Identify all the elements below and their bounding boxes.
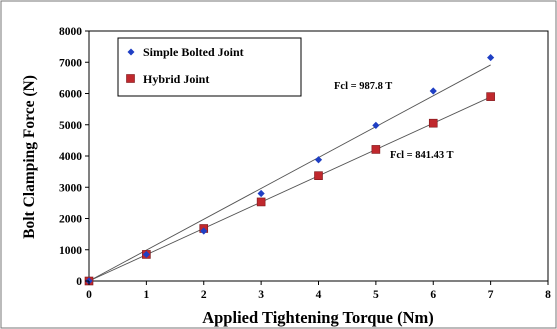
y-tick-label: 5000 [59, 120, 82, 132]
y-tick-label: 8000 [59, 26, 82, 38]
x-axis-ticks: 0 1 2 3 4 5 6 7 8 [86, 281, 551, 301]
data-point-simple-bolted-joint [487, 53, 495, 62]
fit-label-hybrid-joint: Fcl = 841.43 T [390, 150, 454, 161]
legend-box [117, 37, 302, 97]
fit-line-simple-bolted-joint [88, 64, 491, 282]
data-point-simple-bolted-joint [200, 227, 208, 235]
y-tick-label: 0 [76, 276, 82, 288]
x-axis-title: Applied Tightening Torque (Nm) [202, 308, 434, 327]
legend: Simple Bolted Joint Hybrid Joint [117, 37, 302, 97]
legend-label-simple-bolted-joint: Simple Bolted Joint [143, 45, 244, 59]
data-markers [84, 53, 495, 286]
y-tick-label: 4000 [59, 151, 82, 163]
legend-marker-hybrid-joint [126, 74, 135, 83]
legend-label-hybrid-joint: Hybrid Joint [143, 72, 209, 86]
x-tick-label: 8 [545, 289, 551, 301]
data-point-hybrid-joint [256, 197, 266, 207]
y-axis-title: Bolt Clamping Force (N) [21, 75, 38, 239]
data-point-simple-bolted-joint [429, 87, 437, 95]
y-axis-ticks: 0 1000 2000 3000 4000 5000 6000 7000 8000 [59, 26, 89, 288]
y-tick-label: 7000 [59, 57, 82, 69]
x-tick-label: 2 [201, 289, 207, 301]
fit-lines [88, 64, 491, 282]
x-tick-label: 5 [373, 289, 379, 301]
x-tick-label: 3 [258, 289, 264, 301]
x-tick-label: 0 [86, 289, 92, 301]
x-tick-label: 6 [430, 289, 436, 301]
x-tick-label: 4 [316, 289, 322, 301]
y-tick-label: 1000 [59, 245, 82, 257]
y-tick-label: 6000 [59, 89, 82, 101]
data-point-simple-bolted-joint [257, 189, 265, 198]
y-tick-label: 3000 [59, 182, 82, 194]
data-point-hybrid-joint [486, 92, 495, 101]
x-tick-label: 7 [488, 289, 494, 301]
data-point-simple-bolted-joint [372, 121, 380, 129]
data-point-hybrid-joint [371, 145, 381, 154]
data-point-simple-bolted-joint [314, 156, 323, 164]
legend-marker-simple-bolted-joint [127, 48, 135, 56]
data-point-hybrid-joint [314, 171, 323, 180]
x-tick-label: 1 [144, 289, 150, 301]
fit-label-simple-bolted-joint: Fcl = 987.8 T [334, 81, 392, 92]
fit-line-hybrid-joint [88, 96, 491, 282]
data-point-simple-bolted-joint [142, 250, 150, 259]
y-tick-label: 2000 [59, 214, 82, 226]
data-point-hybrid-joint [428, 118, 438, 128]
